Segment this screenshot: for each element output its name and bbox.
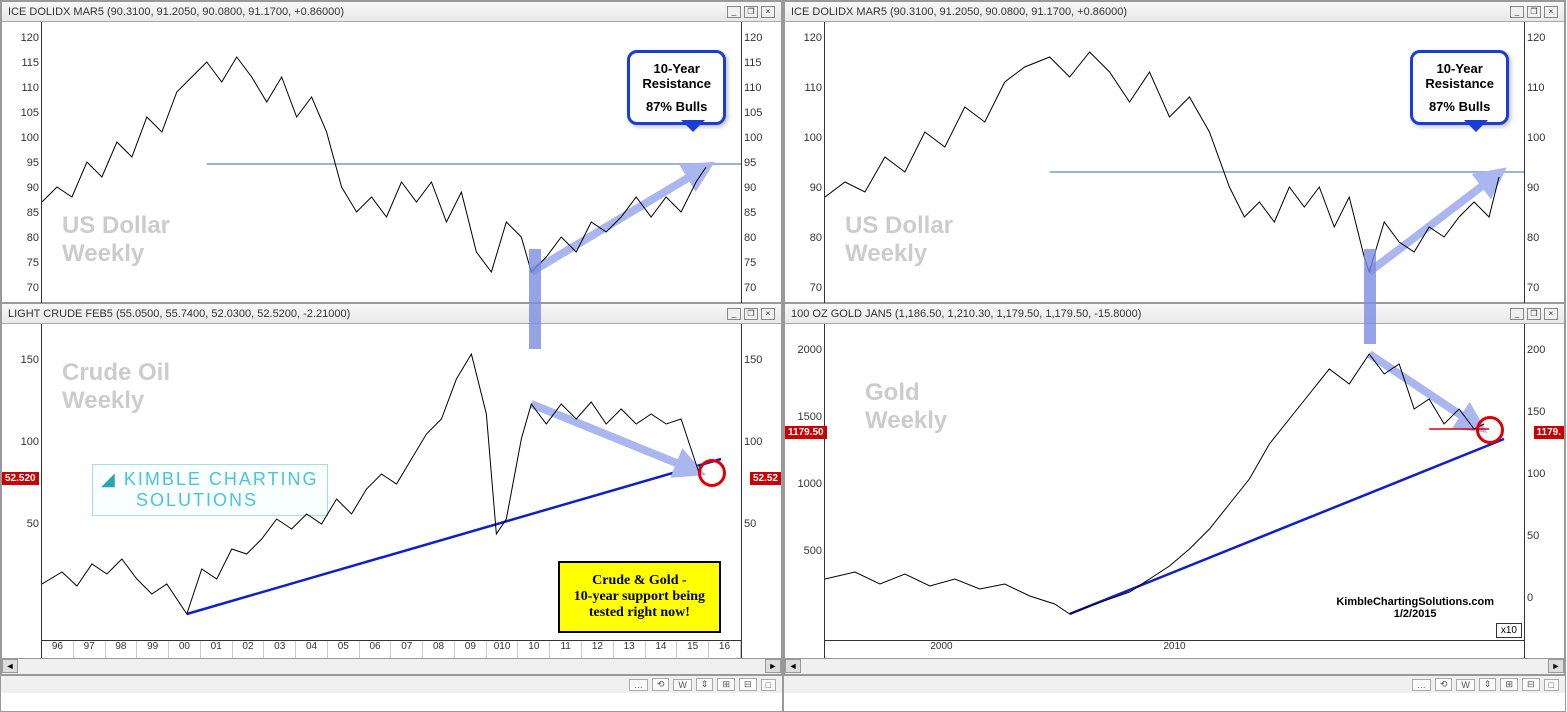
attribution: KimbleChartingSolutions.com 1/2/2015 <box>1336 596 1494 620</box>
connector-bar <box>1364 249 1376 344</box>
window-controls: _ ❐ × <box>727 308 775 320</box>
toolbar-btn[interactable]: ⇕ <box>696 678 714 691</box>
minimize-icon[interactable]: _ <box>1510 308 1524 320</box>
plot-area: 120115110105100959085807570 120115110105… <box>2 22 781 304</box>
toolbar-btn[interactable]: ⟲ <box>652 678 670 691</box>
x10-badge: x10 <box>1496 623 1522 638</box>
scroll-right-icon[interactable]: ► <box>1548 659 1564 673</box>
y-axis-right: 120110100908070 <box>1524 22 1564 304</box>
minimize-icon[interactable]: _ <box>727 6 741 18</box>
x-axis: 2000 2010 <box>825 640 1524 658</box>
minimize-icon[interactable]: _ <box>727 308 741 320</box>
toolbar-btn[interactable]: □ <box>1544 679 1559 691</box>
chart-header: ICE DOLIDX MAR5 (90.3100, 91.2050, 90.08… <box>2 2 781 22</box>
price-label-left: 52.520 <box>2 472 39 485</box>
support-test-circle <box>698 459 726 487</box>
y-axis-right: 15010050 <box>741 324 781 658</box>
toolbar-btn[interactable]: … <box>629 679 648 691</box>
toolbar-btn[interactable]: ⊟ <box>1522 678 1540 691</box>
crude-chart-box: LIGHT CRUDE FEB5 (55.0500, 55.7400, 52.0… <box>1 303 782 675</box>
toolbar-btn[interactable]: ⇕ <box>1479 678 1497 691</box>
toolbar-btn[interactable]: W <box>1456 679 1475 691</box>
gold-chart-box: 100 OZ GOLD JAN5 (1,186.50, 1,210.30, 1,… <box>784 303 1565 675</box>
toolbar-btn[interactable]: … <box>1412 679 1431 691</box>
price-label-right: 1179. <box>1534 426 1564 439</box>
toolbar-btn[interactable]: □ <box>761 679 776 691</box>
y-axis-right: 200150100500 <box>1524 324 1564 658</box>
toolbar-btn[interactable]: ⊞ <box>717 678 735 691</box>
scroll-right-icon[interactable]: ► <box>765 659 781 673</box>
close-icon[interactable]: × <box>1544 308 1558 320</box>
plot-area: 15010050 15010050 52.520 52.52 Crude Oil… <box>2 324 781 658</box>
chart-title: ICE DOLIDX MAR5 (90.3100, 91.2050, 90.08… <box>8 6 344 18</box>
y-axis-left: 200015001000500 <box>785 324 825 658</box>
y-axis-left: 120110100908070 <box>785 22 825 304</box>
scroll-left-icon[interactable]: ◄ <box>785 659 801 673</box>
scroll-left-icon[interactable]: ◄ <box>2 659 18 673</box>
resistance-callout: 10-Year Resistance 87% Bulls <box>627 50 726 125</box>
toolbar-btn[interactable]: ⟲ <box>1435 678 1453 691</box>
window-controls: _ ❐ × <box>727 6 775 18</box>
toolbar-btn[interactable]: W <box>673 679 692 691</box>
scrollbar[interactable]: ◄ ► <box>2 658 781 674</box>
chart-toolbar: … ⟲ W ⇕ ⊞ ⊟ □ <box>784 675 1565 693</box>
support-test-circle <box>1476 416 1504 444</box>
restore-icon[interactable]: ❐ <box>1527 308 1541 320</box>
close-icon[interactable]: × <box>761 6 775 18</box>
chart-header: 100 OZ GOLD JAN5 (1,186.50, 1,210.30, 1,… <box>785 304 1564 324</box>
close-icon[interactable]: × <box>1544 6 1558 18</box>
gold-line-chart <box>825 324 1524 640</box>
chart-header: ICE DOLIDX MAR5 (90.3100, 91.2050, 90.08… <box>785 2 1564 22</box>
toolbar-btn[interactable]: ⊟ <box>739 678 757 691</box>
plot-area: 200015001000500 200150100500 1179.50 117… <box>785 324 1564 658</box>
restore-icon[interactable]: ❐ <box>1527 6 1541 18</box>
close-icon[interactable]: × <box>761 308 775 320</box>
y-axis-left: 120115110105100959085807570 <box>2 22 42 304</box>
plot-area: 120110100908070 120110100908070 US Dolla… <box>785 22 1564 304</box>
price-label-right: 52.52 <box>750 472 781 485</box>
right-panel: ICE DOLIDX MAR5 (90.3100, 91.2050, 90.08… <box>783 0 1566 712</box>
price-label-left: 1179.50 <box>785 426 827 439</box>
restore-icon[interactable]: ❐ <box>744 6 758 18</box>
x-axis: 9697989900010203040506070809010101112131… <box>42 640 741 658</box>
chart-title: LIGHT CRUDE FEB5 (55.0500, 55.7400, 52.0… <box>8 308 350 320</box>
usd-chart-box: ICE DOLIDX MAR5 (90.3100, 91.2050, 90.08… <box>1 1 782 303</box>
restore-icon[interactable]: ❐ <box>744 308 758 320</box>
minimize-icon[interactable]: _ <box>1510 6 1524 18</box>
chart-title: ICE DOLIDX MAR5 (90.3100, 91.2050, 90.08… <box>791 6 1127 18</box>
scrollbar[interactable]: ◄ ► <box>785 658 1564 674</box>
resistance-callout: 10-Year Resistance 87% Bulls <box>1410 50 1509 125</box>
window-controls: _ ❐ × <box>1510 6 1558 18</box>
chart-title: 100 OZ GOLD JAN5 (1,186.50, 1,210.30, 1,… <box>791 308 1141 320</box>
chart-toolbar: … ⟲ W ⇕ ⊞ ⊟ □ <box>1 675 782 693</box>
left-panel: ICE DOLIDX MAR5 (90.3100, 91.2050, 90.08… <box>0 0 783 712</box>
window-controls: _ ❐ × <box>1510 308 1558 320</box>
connector-bar <box>529 249 541 349</box>
chart-header: LIGHT CRUDE FEB5 (55.0500, 55.7400, 52.0… <box>2 304 781 324</box>
yellow-annotation: Crude & Gold - 10-year support being tes… <box>558 561 721 633</box>
toolbar-btn[interactable]: ⊞ <box>1500 678 1518 691</box>
usd-chart-box-r: ICE DOLIDX MAR5 (90.3100, 91.2050, 90.08… <box>784 1 1565 303</box>
y-axis-right: 120115110105100959085807570 <box>741 22 781 304</box>
y-axis-left: 15010050 <box>2 324 42 658</box>
